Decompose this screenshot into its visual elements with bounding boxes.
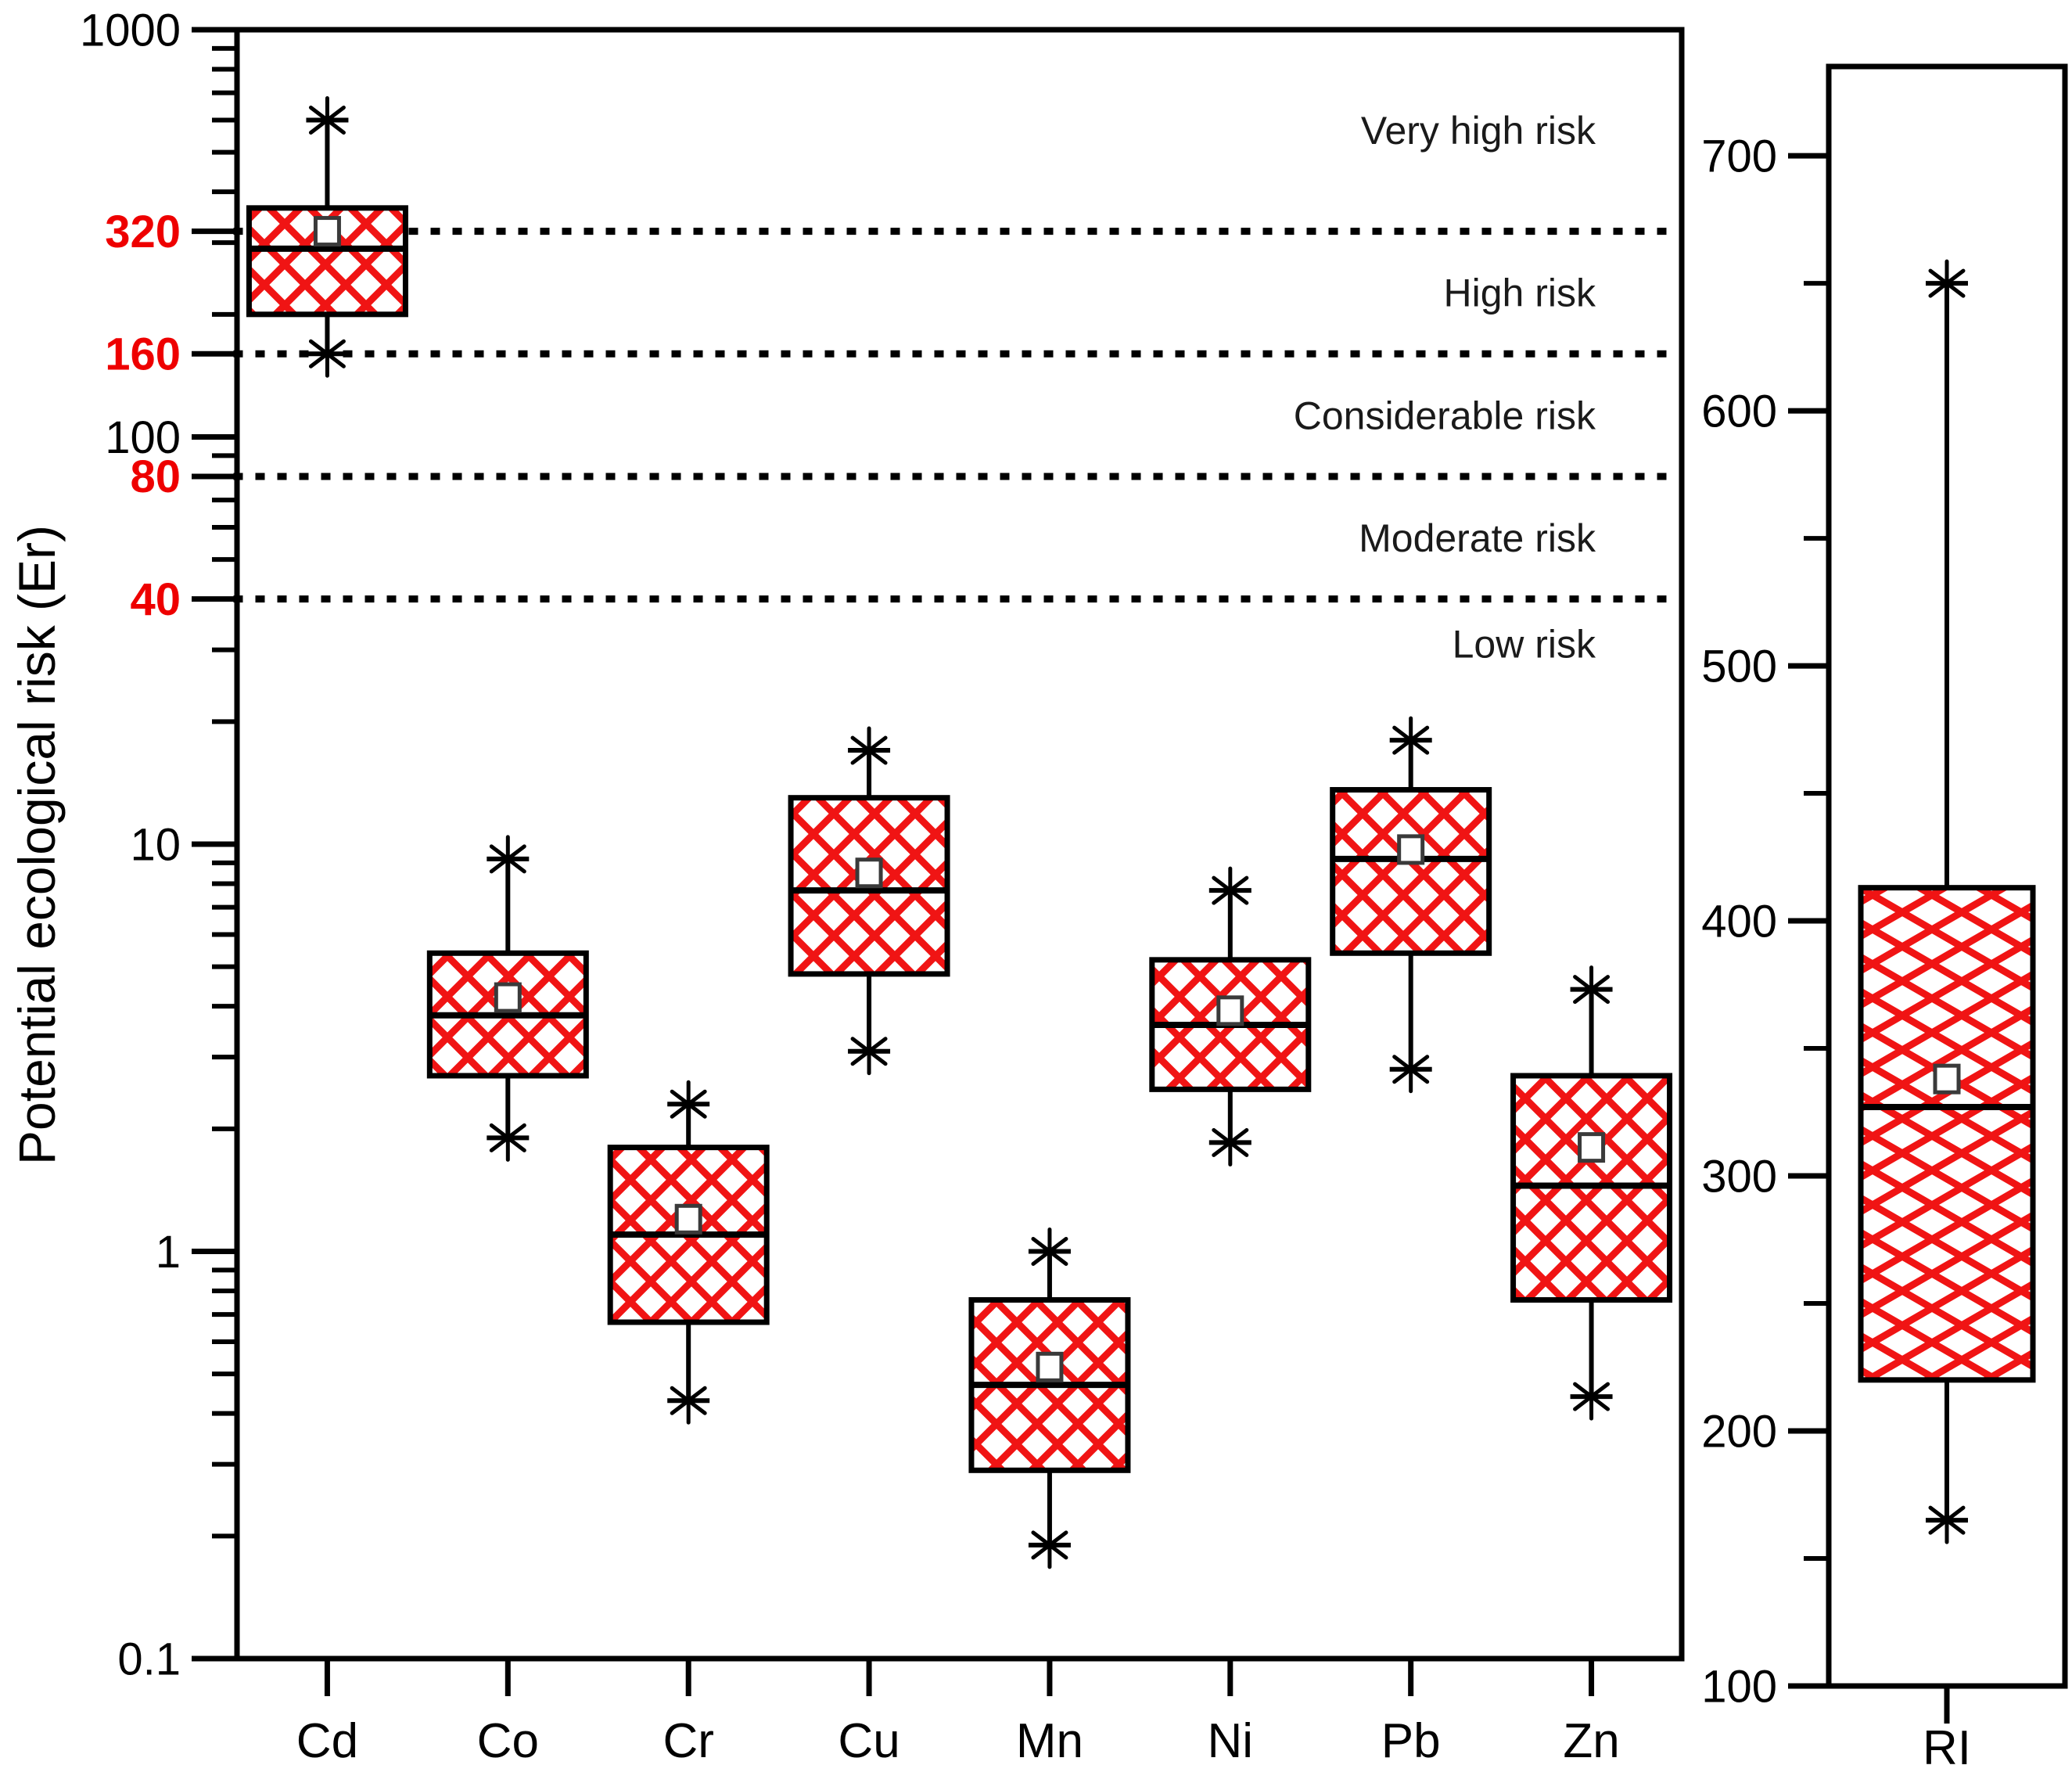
x-category-label-mn: Mn bbox=[1016, 1714, 1083, 1768]
box-ni-min-star-marker bbox=[1212, 1118, 1249, 1166]
y-tick-label: 1 bbox=[156, 1227, 181, 1278]
risk-zone-label: Very high risk bbox=[1361, 109, 1596, 153]
box-mn-min-star-marker bbox=[1031, 1521, 1068, 1569]
box-zn-min-star-marker bbox=[1573, 1372, 1611, 1421]
box-pb-box-border bbox=[1330, 786, 1492, 956]
ri-box-hatch bbox=[1861, 887, 2033, 1380]
x-category-label-cu: Cu bbox=[838, 1714, 900, 1768]
x-category-label-pb: Pb bbox=[1381, 1714, 1441, 1768]
box-cu-max-star-marker bbox=[850, 726, 888, 775]
box-pb-max-star-marker bbox=[1392, 716, 1430, 764]
y-tick-label: 1000 bbox=[80, 5, 181, 56]
box-cd-mean-marker bbox=[313, 216, 341, 247]
box-cu-mean-marker bbox=[855, 857, 883, 889]
ri-min-star-marker bbox=[1928, 1496, 1966, 1544]
main-panel-frame bbox=[234, 27, 1685, 1662]
box-cr-mean-marker bbox=[674, 1203, 702, 1235]
main-panel: Very high risk High risk Considerable risk… bbox=[80, 5, 1686, 1768]
x-category-label-zn: Zn bbox=[1563, 1714, 1619, 1768]
ri-tick-label: 500 bbox=[1701, 641, 1777, 692]
box-pb-mean-marker bbox=[1397, 834, 1425, 865]
y-red-tick-label: 160 bbox=[105, 329, 181, 380]
box-ni-max-star-marker bbox=[1212, 866, 1249, 915]
risk-zone-label: High risk bbox=[1444, 271, 1596, 315]
ri-tick-label: 400 bbox=[1701, 896, 1777, 947]
risk-zone-label: Moderate risk bbox=[1359, 516, 1596, 560]
ri-max-star-marker bbox=[1928, 259, 1966, 307]
x-category-label-ni: Ni bbox=[1208, 1714, 1254, 1768]
box-cd-max-star-marker bbox=[308, 95, 346, 144]
box-cu-box-border bbox=[788, 795, 950, 977]
x-category-label-cr: Cr bbox=[663, 1714, 713, 1768]
x-category-label-ri: RI bbox=[1923, 1721, 1971, 1775]
box-co-max-star-marker bbox=[489, 835, 526, 883]
risk-zone-label: Low risk bbox=[1453, 623, 1596, 667]
box-cu-min-star-marker bbox=[850, 1027, 888, 1076]
y-red-tick-label: 80 bbox=[130, 451, 181, 502]
box-zn-mean-marker bbox=[1578, 1132, 1606, 1163]
box-mn-mean-marker bbox=[1036, 1351, 1064, 1382]
box-mn-max-star-marker bbox=[1031, 1228, 1068, 1275]
y-red-tick-label: 40 bbox=[130, 574, 181, 625]
box-cr-max-star-marker bbox=[670, 1080, 707, 1128]
y-tick-label: 0.1 bbox=[117, 1634, 181, 1684]
ri-tick-label: 700 bbox=[1701, 131, 1777, 182]
y-red-tick-label: 320 bbox=[105, 207, 181, 257]
box-zn-max-star-marker bbox=[1573, 965, 1611, 1014]
ri-tick-label: 100 bbox=[1701, 1661, 1777, 1712]
box-co-mean-marker bbox=[494, 982, 522, 1013]
box-pb-min-star-marker bbox=[1392, 1045, 1430, 1094]
ri-tick-label: 300 bbox=[1701, 1151, 1777, 1202]
ri-panel: 700 600 500 400 300 200 100 RI bbox=[1701, 63, 2068, 1775]
ri-tick-label: 600 bbox=[1701, 386, 1777, 437]
ri-tick-label: 200 bbox=[1701, 1406, 1777, 1457]
box-pb-box-hatch bbox=[1332, 789, 1489, 954]
ri-box-border bbox=[1858, 885, 2036, 1383]
box-cr-min-star-marker bbox=[670, 1376, 707, 1425]
risk-zone-label: Considerable risk bbox=[1294, 394, 1596, 437]
x-category-label-cd: Cd bbox=[296, 1714, 358, 1768]
y-tick-label: 10 bbox=[130, 819, 181, 870]
ri-mean-marker bbox=[1933, 1063, 1961, 1095]
box-ni-mean-marker bbox=[1216, 995, 1244, 1026]
x-category-label-co: Co bbox=[477, 1714, 539, 1768]
y-axis-title: Potential ecological risk (Er) bbox=[8, 525, 66, 1165]
box-co-min-star-marker bbox=[489, 1113, 526, 1162]
box-cd-box-border bbox=[246, 205, 408, 318]
box-cd-min-star-marker bbox=[308, 329, 346, 378]
y-tick-label: 100 bbox=[105, 412, 181, 463]
